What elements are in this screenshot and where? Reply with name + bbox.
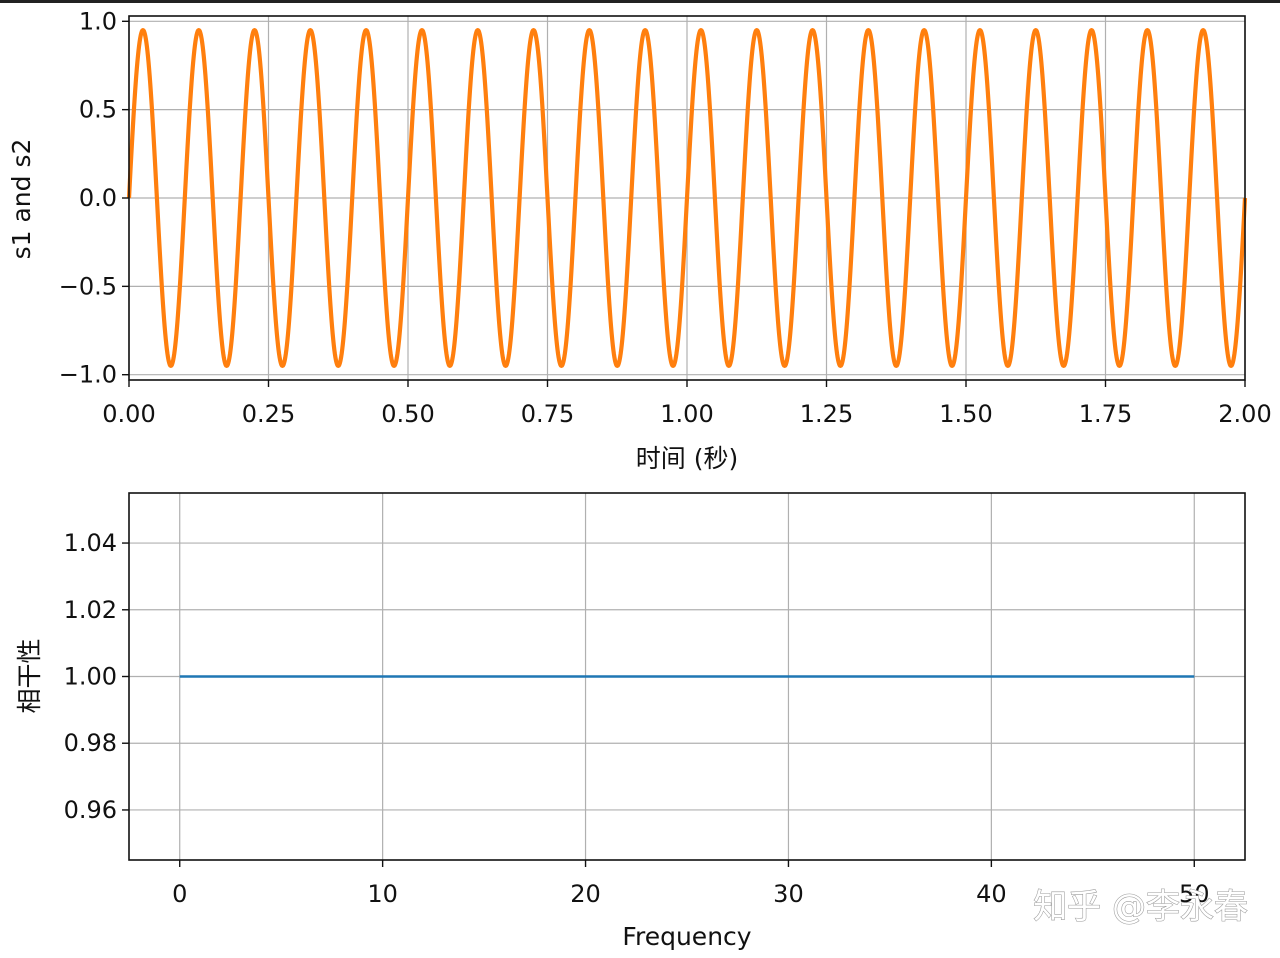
plot-coherence-xtick-label-5: 50: [1179, 880, 1210, 908]
plot-coherence-ytick-label-2: 1.00: [64, 663, 117, 691]
plot-signals-series-2: [126, 28, 1248, 368]
plot-signals-ytick-label-0: 1.0: [79, 7, 117, 35]
plot-signals-ticks: 0.00 0.25 0.50 0.75 1.00 1.25 1.50 1.75 2.00 1.0 0…: [59, 7, 1272, 428]
plot-coherence-ticks: 0 10 20 30 40 50 1.04 1.02 1.00 0.98 0.96: [64, 529, 1210, 908]
plot-coherence-ytick-label-3: 0.98: [64, 729, 117, 757]
plot-coherence-ylabel: 相干性: [15, 638, 44, 713]
plot-coherence-xtick-label-4: 40: [976, 880, 1007, 908]
plot-signals-lines: [126, 28, 1248, 368]
top-border: [0, 0, 1280, 3]
plot-signals-xtick-label-2: 0.50: [381, 400, 434, 428]
plot-coherence-ytick-label-1: 1.02: [64, 596, 117, 624]
plot-signals-xtick-label-0: 0.00: [102, 400, 155, 428]
plot-signals-xtick-label-5: 1.25: [800, 400, 853, 428]
plot-signals-xtick-label-3: 0.75: [521, 400, 574, 428]
plot-signals-ytick-label-2: 0.0: [79, 184, 117, 212]
plot-signals-grid: [128, 16, 1246, 380]
watermark: 知乎 @李永春: [1033, 887, 1248, 927]
plot-signals-xtick-label-7: 1.75: [1079, 400, 1132, 428]
plot-coherence-ytick-label-4: 0.96: [64, 796, 117, 824]
plot-coherence-xtick-label-1: 10: [367, 880, 398, 908]
plot-signals-ylabel: s1 and s2: [7, 139, 36, 260]
plot-signals-xtick-label-1: 0.25: [242, 400, 295, 428]
plot-coherence-xtick-label-2: 20: [570, 880, 601, 908]
plot-signals-xtick-label-8: 2.00: [1218, 400, 1271, 428]
plot-coherence-xlabel: Frequency: [622, 922, 751, 951]
plot-signals-ytick-label-4: −1.0: [59, 361, 117, 389]
plot-signals-xtick-label-4: 1.00: [660, 400, 713, 428]
plot-signals-ytick-label-3: −0.5: [59, 272, 117, 300]
plot-coherence-xtick-label-3: 30: [773, 880, 804, 908]
plot-signals-xlabel: 时间 (秒): [636, 444, 738, 473]
plot-signals: 0.00 0.25 0.50 0.75 1.00 1.25 1.50 1.75 2.00 1.0 0…: [7, 7, 1272, 473]
plot-coherence: 0 10 20 30 40 50 1.04 1.02 1.00 0.98 0.96 Frequenc…: [15, 492, 1246, 951]
plot-signals-ytick-label-1: 0.5: [79, 96, 117, 124]
plot-signals-xtick-label-6: 1.50: [939, 400, 992, 428]
plot-coherence-ytick-label-0: 1.04: [64, 529, 117, 557]
plot-coherence-xtick-label-0: 0: [172, 880, 187, 908]
